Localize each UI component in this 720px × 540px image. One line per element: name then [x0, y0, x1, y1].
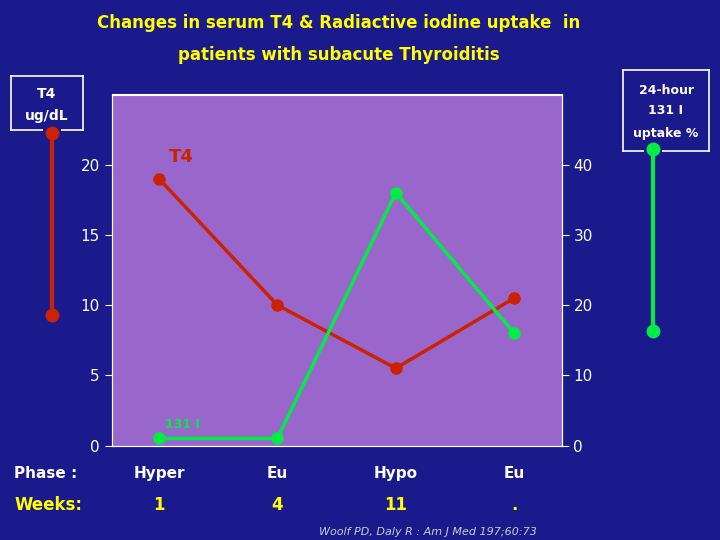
Text: Hypo: Hypo [374, 466, 418, 481]
Text: patients with subacute Thyroiditis: patients with subacute Thyroiditis [178, 46, 499, 64]
Text: uptake %: uptake % [634, 127, 698, 140]
Text: Woolf PD, Daly R : Am J Med 197;60:73: Woolf PD, Daly R : Am J Med 197;60:73 [320, 526, 537, 537]
Text: Changes in serum T4 & Radiactive iodine uptake  in: Changes in serum T4 & Radiactive iodine … [96, 14, 580, 31]
Text: 24-hour: 24-hour [639, 84, 693, 97]
Text: Eu: Eu [503, 466, 525, 481]
Text: 4: 4 [271, 496, 283, 514]
Text: Weeks:: Weeks: [14, 496, 82, 514]
Text: .: . [511, 496, 517, 514]
Text: Phase :: Phase : [14, 466, 78, 481]
Text: 1: 1 [153, 496, 165, 514]
Text: ug/dL: ug/dL [25, 109, 68, 123]
Text: 11: 11 [384, 496, 408, 514]
Text: 131 I: 131 I [649, 104, 683, 117]
Text: T4: T4 [168, 148, 193, 166]
Text: Eu: Eu [266, 466, 288, 481]
Text: T4: T4 [37, 87, 56, 102]
Text: 131 I: 131 I [165, 418, 200, 431]
Text: Hyper: Hyper [133, 466, 185, 481]
